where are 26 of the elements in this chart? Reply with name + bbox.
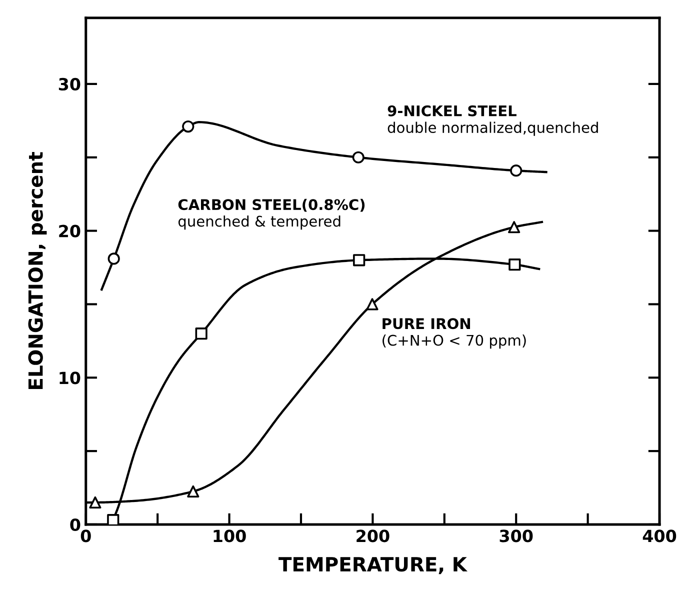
point bbox=[353, 254, 366, 266]
y-axis-title: ELONGATION, percent bbox=[28, 152, 47, 390]
x-tick-label: 0 bbox=[80, 530, 91, 542]
point bbox=[108, 252, 120, 265]
y-tick-label: 20 bbox=[59, 224, 80, 238]
x-tick-label: 100 bbox=[214, 530, 246, 542]
y-tick-label: 30 bbox=[58, 78, 80, 91]
x-tick-label: 300 bbox=[500, 530, 533, 542]
point bbox=[195, 328, 208, 340]
point bbox=[182, 120, 194, 133]
point bbox=[366, 298, 378, 310]
point bbox=[508, 221, 520, 234]
point bbox=[89, 496, 102, 509]
point bbox=[510, 164, 522, 177]
point bbox=[508, 258, 521, 271]
y-tick-label: 10 bbox=[60, 372, 80, 384]
point bbox=[352, 151, 364, 164]
text: 9-NICKEL STEEL double normalized,quenched bbox=[388, 105, 598, 136]
point bbox=[107, 514, 120, 524]
x-tick-label: 400 bbox=[642, 530, 676, 542]
x-axis-title: TEMPERATURE, K bbox=[278, 557, 468, 574]
series-label: CARBON STEEL(0.8%C) quenched & tempered bbox=[178, 198, 365, 230]
x-tick-label: 200 bbox=[356, 530, 390, 542]
point bbox=[187, 485, 200, 498]
y-tick-label: 0 bbox=[70, 518, 80, 532]
series-label: PURE IRON (C+N+O < 70 ppm) bbox=[382, 318, 526, 349]
